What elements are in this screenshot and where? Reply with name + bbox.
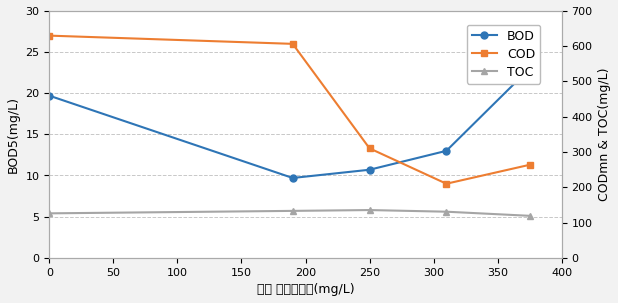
Y-axis label: CODmn & TOC(mg/L): CODmn & TOC(mg/L) — [598, 68, 611, 201]
BOD — [526, 67, 533, 70]
COD — [289, 42, 297, 46]
COD — [46, 34, 53, 38]
BOD — [289, 176, 297, 180]
TOC — [289, 209, 297, 213]
Line: COD: COD — [46, 32, 533, 187]
TOC — [442, 210, 450, 214]
Legend: BOD, COD, TOC: BOD, COD, TOC — [467, 25, 540, 84]
Line: BOD: BOD — [46, 65, 533, 181]
COD — [366, 147, 373, 150]
TOC — [46, 211, 53, 215]
BOD — [46, 94, 53, 98]
Y-axis label: BOD5(mg/L): BOD5(mg/L) — [7, 96, 20, 173]
X-axis label: 누적 오존주입량(mg/L): 누적 오존주입량(mg/L) — [256, 283, 354, 296]
BOD — [442, 149, 450, 153]
BOD — [366, 168, 373, 171]
COD — [442, 182, 450, 185]
Line: TOC: TOC — [46, 207, 533, 219]
TOC — [366, 208, 373, 212]
TOC — [526, 214, 533, 218]
COD — [526, 163, 533, 167]
